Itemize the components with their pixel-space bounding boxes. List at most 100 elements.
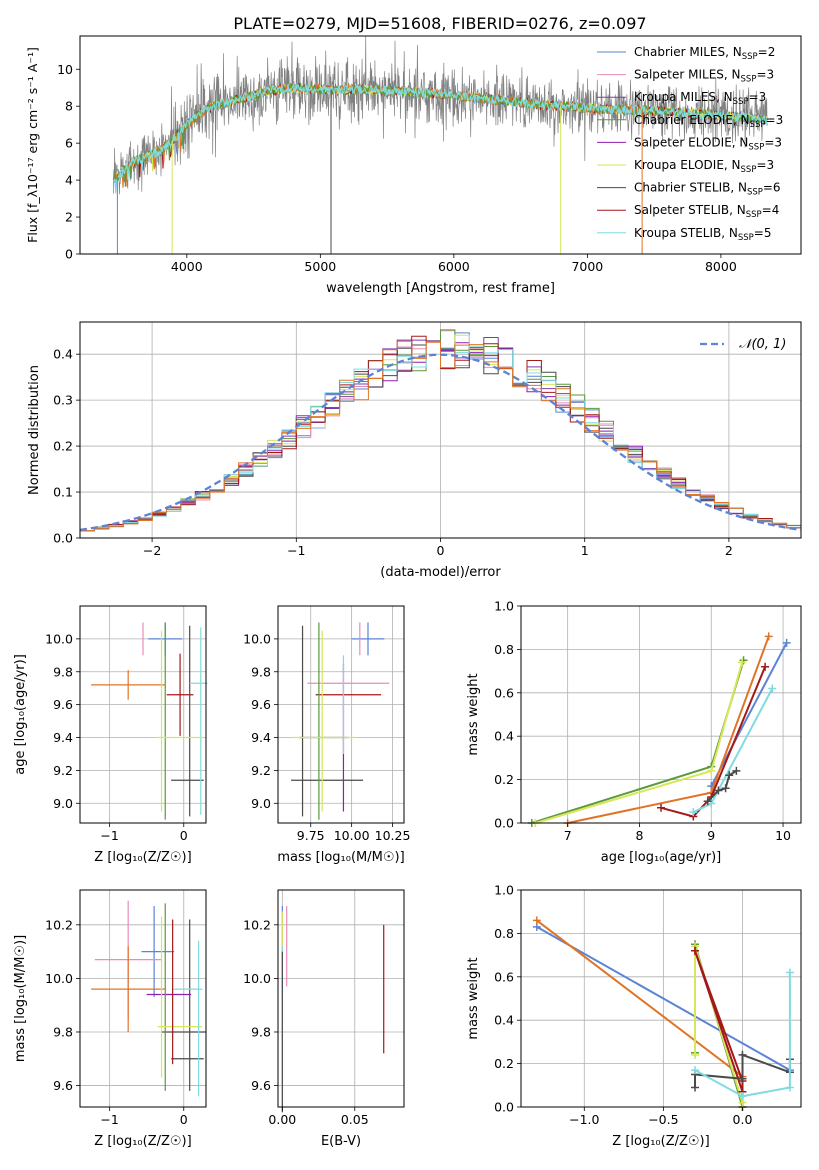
y-tick-label: 9.4 xyxy=(251,730,271,745)
y-tick-label: 0 xyxy=(65,247,73,262)
y-tick-label: 9.8 xyxy=(251,1024,271,1039)
weight-point-marker xyxy=(691,946,700,955)
legend-entry: Chabrier STELIB, NSSP=6 xyxy=(634,181,781,198)
legend-entry: Salpeter STELIB, NSSP=4 xyxy=(634,203,779,220)
x-tick-label: 0.0 xyxy=(733,1112,753,1127)
y-tick-label: 9.8 xyxy=(251,664,271,679)
legend-entry: Salpeter ELODIE, NSSP=3 xyxy=(634,135,782,152)
x-tick-label: 10.25 xyxy=(375,828,411,843)
y-tick-label: 9.4 xyxy=(53,730,73,745)
weight-point-marker xyxy=(691,1050,700,1059)
weight-series-line xyxy=(536,926,791,1071)
x-tick-label: 0 xyxy=(180,828,188,843)
weight-point-marker xyxy=(657,803,665,812)
x-tick-label: −2 xyxy=(143,543,161,558)
x-tick-label: −1 xyxy=(100,828,118,843)
x-tick-label: 6000 xyxy=(438,259,470,274)
weight-point-marker xyxy=(691,1066,700,1075)
weight-point-marker xyxy=(764,632,773,641)
y-tick-label: 10.0 xyxy=(243,631,271,646)
y-tick-label: 0.0 xyxy=(494,1100,514,1115)
y-tick-label: 6 xyxy=(65,136,73,151)
y-tick-label: 9.2 xyxy=(53,763,73,778)
mass-vs-metallicity-panel: −1 0 9.6 9.8 10.0 10.2 Z [log₁₀(Z/Z☉)] mass [lo… xyxy=(13,889,207,1149)
y-axis-label: mass weight xyxy=(466,957,481,1039)
y-tick-label: 0.0 xyxy=(53,531,73,546)
weight-point-marker xyxy=(707,766,716,775)
x-tick-label: −0.5 xyxy=(648,1112,678,1127)
axes-frame xyxy=(79,889,207,1108)
y-tick-label: 9.6 xyxy=(53,697,73,712)
weight-vs-metallicity-panel: −1.0 −0.5 0.0 0.0 0.2 0.4 0.6 0.8 1.0 Z [log₁₀(Z/… xyxy=(466,883,802,1149)
weight-series-line xyxy=(694,972,791,1098)
legend-entry: Chabrier ELODIE, NSSP=3 xyxy=(634,113,783,130)
age-vs-mass-panel: 9.75 10.00 10.25 9.0 9.2 9.4 9.6 9.8 10.0 mass [l… xyxy=(243,605,411,865)
y-tick-label: 10.2 xyxy=(45,917,73,932)
y-tick-label: 0.6 xyxy=(494,685,514,700)
x-tick-label: 4000 xyxy=(171,259,203,274)
x-tick-label: 0 xyxy=(437,543,445,558)
x-tick-label: 0 xyxy=(180,1112,188,1127)
y-tick-label: 9.2 xyxy=(251,763,271,778)
y-axis-label: age [log₁₀(age/yr)] xyxy=(13,654,28,775)
weight-point-marker xyxy=(782,638,791,647)
x-tick-label: 0.05 xyxy=(341,1112,369,1127)
x-tick-label: 10.00 xyxy=(334,828,370,843)
legend-entry: Kroupa MILES, NSSP=3 xyxy=(634,90,766,107)
y-tick-label: 10 xyxy=(57,62,73,77)
legend-entry: 𝒩(0, 1) xyxy=(739,337,786,352)
x-axis-label: Z [log₁₀(Z/Z☉)] xyxy=(612,1134,709,1149)
mass-vs-ebv-panel: 0.00 0.05 9.6 9.8 10.0 10.2 E(B-V) xyxy=(243,889,405,1149)
legend-entry: Kroupa ELODIE, NSSP=3 xyxy=(634,158,774,175)
weight-point-marker xyxy=(738,1074,747,1083)
axes-frame xyxy=(277,605,405,824)
y-tick-label: 10.0 xyxy=(45,971,73,986)
axes-frame xyxy=(277,889,405,1108)
axes-frame xyxy=(79,605,207,824)
y-tick-label: 0.0 xyxy=(494,816,514,831)
x-axis-label: wavelength [Angstrom, rest frame] xyxy=(326,281,555,296)
y-tick-label: 1.0 xyxy=(494,599,514,614)
y-tick-label: 0.2 xyxy=(53,439,73,454)
y-tick-label: 10.2 xyxy=(243,917,271,932)
x-tick-label: 1 xyxy=(581,543,589,558)
legend-entry: Kroupa STELIB, NSSP=5 xyxy=(634,226,772,243)
x-tick-label: −1.0 xyxy=(569,1112,599,1127)
x-tick-label: 10 xyxy=(775,828,791,843)
age-vs-metallicity-panel: −1 0 9.0 9.2 9.4 9.6 9.8 10.0 Z [log₁₀(Z/Z☉)] age… xyxy=(13,605,208,865)
y-axis-label: Flux [f_λ10⁻¹⁷ erg cm⁻² s⁻¹ A⁻¹] xyxy=(25,47,40,243)
x-tick-label: 8000 xyxy=(705,259,737,274)
weight-point-marker xyxy=(714,786,723,795)
axes-frame xyxy=(79,35,802,255)
y-tick-label: 0.8 xyxy=(494,926,514,941)
weight-point-marker xyxy=(721,784,730,793)
y-tick-label: 0.4 xyxy=(494,729,514,744)
y-tick-label: 9.8 xyxy=(53,664,73,679)
y-tick-label: 10.0 xyxy=(243,971,271,986)
model-spectrum-line xyxy=(113,82,768,194)
y-tick-label: 2 xyxy=(65,210,73,225)
x-axis-label: mass [log₁₀(M/M☉)] xyxy=(277,850,404,865)
weight-point-marker xyxy=(768,684,777,693)
weight-point-marker xyxy=(689,808,698,817)
normal-distribution-curve xyxy=(79,353,802,532)
x-axis-label: age [log₁₀(age/yr)] xyxy=(601,850,722,865)
y-tick-label: 0.3 xyxy=(53,393,73,408)
x-tick-label: −1 xyxy=(287,543,305,558)
y-tick-label: 4 xyxy=(65,173,73,188)
y-tick-label: 0.8 xyxy=(494,642,514,657)
x-axis-label: Z [log₁₀(Z/Z☉)] xyxy=(94,850,191,865)
y-tick-label: 0.4 xyxy=(53,347,73,362)
weight-point-marker xyxy=(738,1092,747,1101)
y-tick-label: 1.0 xyxy=(494,883,514,898)
y-axis-label: mass [log₁₀(M/M☉)] xyxy=(13,935,28,1062)
axes-frame xyxy=(520,605,802,824)
weight-point-marker xyxy=(725,771,734,780)
figure-title: PLATE=0279, MJD=51608, FIBERID=0276, z=0… xyxy=(233,14,646,33)
weight-vs-age-panel: 7 8 9 10 0.0 0.2 0.4 0.6 0.8 1.0 age [log₁₀(age/yr… xyxy=(466,599,802,865)
weight-point-marker xyxy=(785,1083,794,1092)
y-tick-label: 0.2 xyxy=(494,1056,514,1071)
observed-spectrum-line xyxy=(113,35,768,195)
y-tick-label: 10.0 xyxy=(45,631,73,646)
